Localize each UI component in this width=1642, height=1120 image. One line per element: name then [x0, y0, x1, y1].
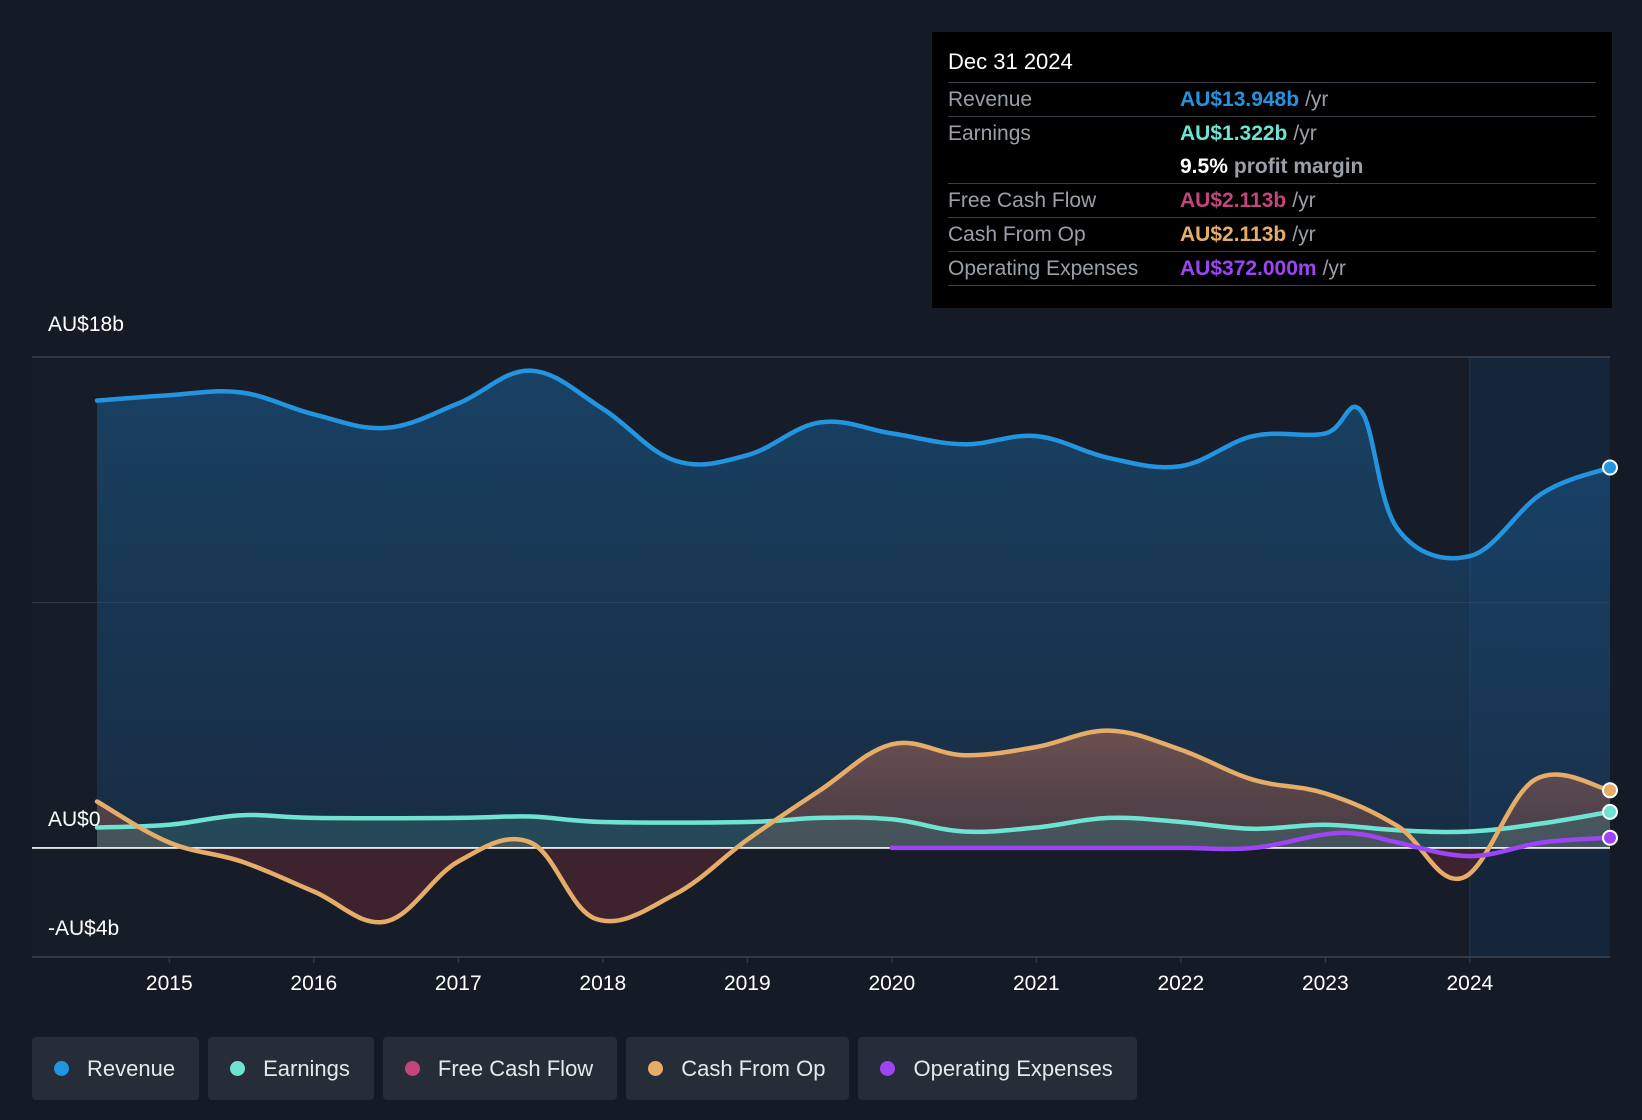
tooltip-label: Earnings — [948, 121, 1031, 145]
tooltip-row-cash-from-op: Cash From Op AU$2.113b /yr — [948, 217, 1596, 251]
tooltip-label: Cash From Op — [948, 222, 1086, 246]
tooltip-label: Operating Expenses — [948, 256, 1139, 280]
tooltip-row-operating-expenses: Operating Expenses AU$372.000m /yr — [948, 251, 1596, 286]
y-axis-label: AU$18b — [48, 313, 124, 336]
tooltip-row-profit-margin: 9.5% profit margin — [948, 150, 1596, 183]
legend-item-revenue[interactable]: Revenue — [32, 1037, 200, 1100]
legend-label: Operating Expenses — [913, 1055, 1113, 1081]
earnings-line — [94, 809, 1613, 835]
x-axis-label: 2021 — [1013, 972, 1060, 995]
tooltip-value: AU$2.113b — [1180, 222, 1287, 246]
tooltip-unit: /yr — [1292, 222, 1316, 246]
revenue-area — [97, 370, 1610, 848]
tooltip-label: Free Cash Flow — [948, 188, 1097, 212]
tooltip-panel: Dec 31 2024 Revenue AU$13.948b /yr Earni… — [932, 32, 1612, 308]
x-axis-label: 2022 — [1157, 972, 1204, 995]
x-axis-label: 2017 — [435, 972, 482, 995]
cash-from-op-line — [94, 728, 1613, 925]
legend-item-free-cash-flow[interactable]: Free Cash Flow — [382, 1037, 618, 1100]
tooltip-row-free-cash-flow: Free Cash Flow AU$2.113b /yr — [948, 183, 1596, 217]
earnings-area — [97, 811, 1610, 848]
x-axis-label: 2015 — [146, 972, 193, 995]
legend-label: Revenue — [87, 1055, 176, 1081]
x-axis-label: 2016 — [290, 972, 337, 995]
tooltip-value: AU$1.322b — [1180, 121, 1288, 145]
tooltip-unit: /yr — [1293, 121, 1317, 145]
earnings-endpoint — [1602, 803, 1618, 820]
tooltip-value: AU$2.113b — [1180, 188, 1287, 212]
series-lines — [32, 368, 1613, 925]
tooltip-row-earnings: Earnings AU$1.322b /yr — [948, 116, 1596, 150]
x-axis-label: 2020 — [868, 972, 915, 995]
legend-item-earnings[interactable]: Earnings — [208, 1037, 374, 1100]
legend-dot-icon — [230, 1061, 246, 1076]
legend-label: Cash From Op — [681, 1055, 826, 1081]
cash-from-op-endpoint — [1602, 782, 1618, 799]
tooltip-value: AU$13.948b — [1180, 87, 1300, 111]
legend-item-cash-from-op[interactable]: Cash From Op — [626, 1037, 850, 1100]
tooltip-label: Revenue — [948, 87, 1033, 111]
cash-from-op-area-positive — [97, 730, 1610, 847]
operating-expenses-line — [889, 830, 1613, 859]
series-endpoints — [1602, 459, 1618, 846]
legend-dot-icon — [880, 1061, 896, 1076]
legend: Revenue Earnings Free Cash Flow Cash Fro… — [32, 1037, 1137, 1100]
legend-item-operating-expenses[interactable]: Operating Expenses — [858, 1037, 1137, 1100]
tooltip-value: 9.5% — [1180, 154, 1228, 178]
tooltip-value: AU$372.000m — [1180, 256, 1317, 280]
tooltip-unit: /yr — [1292, 188, 1316, 212]
legend-label: Free Cash Flow — [437, 1055, 594, 1081]
x-axis-label: 2024 — [1446, 972, 1493, 995]
tooltip-row-revenue: Revenue AU$13.948b /yr — [948, 82, 1596, 116]
legend-dot-icon — [404, 1061, 420, 1076]
revenue-endpoint — [1602, 459, 1618, 476]
revenue-line — [94, 368, 1613, 561]
operating-expenses-endpoint — [1602, 829, 1618, 846]
y-axis-label: AU$0 — [48, 808, 101, 831]
legend-dot-icon — [54, 1061, 69, 1076]
y-axis-label: -AU$4b — [48, 917, 119, 940]
x-axis-label: 2019 — [724, 972, 771, 995]
legend-label: Earnings — [263, 1055, 350, 1081]
x-axis-label: 2023 — [1302, 972, 1349, 995]
legend-dot-icon — [648, 1061, 664, 1076]
series-areas — [97, 370, 1610, 923]
tooltip-unit: /yr — [1322, 256, 1346, 280]
tooltip-date: Dec 31 2024 — [948, 49, 1073, 74]
tooltip-unit: /yr — [1305, 87, 1329, 111]
x-axis-label: 2018 — [579, 972, 626, 995]
tooltip-unit: profit margin — [1233, 154, 1364, 178]
y-axis-labels: AU$18b AU$0 -AU$4b — [48, 313, 124, 940]
x-axis-labels: 2015 2016 2017 2018 2019 2020 2021 2022 2023 2024 — [146, 957, 1494, 995]
